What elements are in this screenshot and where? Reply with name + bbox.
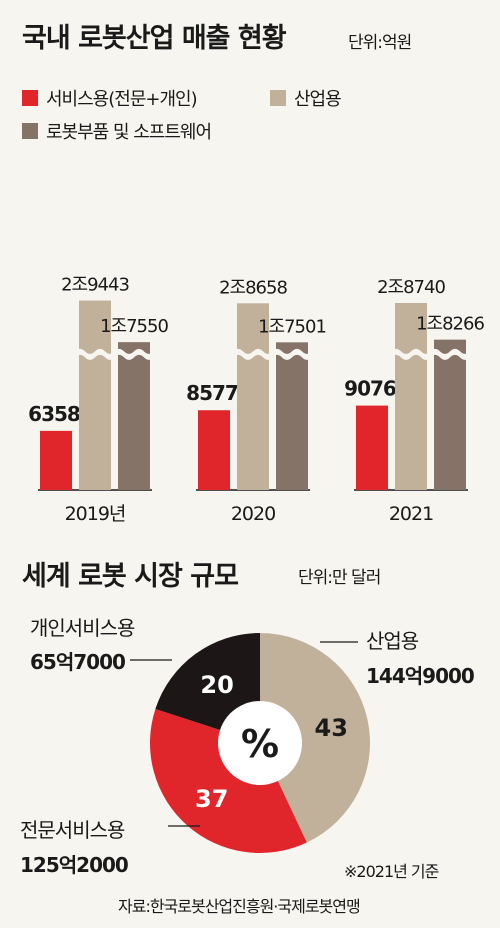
label-personal-name: 개인서비스용 xyxy=(30,616,135,640)
legend-swatch-parts xyxy=(22,123,38,139)
pie-value-label-2: 20 xyxy=(200,671,233,699)
bar-0-0 xyxy=(40,430,72,490)
label-personal-value: 65억7000 xyxy=(30,650,126,674)
label-professional-name: 전문서비스용 xyxy=(20,818,125,842)
axis-break-2-0 xyxy=(114,348,154,360)
axis-break-1-2 xyxy=(391,348,431,360)
bar-label-1-0: 2조9443 xyxy=(61,275,129,296)
legend-parts: 로봇부품 및 소프트웨어 xyxy=(22,118,212,144)
legend-service: 서비스용(전문+개인) xyxy=(22,85,198,111)
axis-break-2-1 xyxy=(272,348,312,360)
bar-label-2-0: 1조7550 xyxy=(100,316,168,337)
domestic-unit: 단위:억원 xyxy=(348,33,412,53)
axis-break-2-2 xyxy=(430,348,470,360)
pie-value-label-1: 37 xyxy=(195,785,228,813)
world-title: 세계 로봇 시장 규모 xyxy=(22,561,239,592)
bar-0-1 xyxy=(198,410,230,490)
bar-2-0 xyxy=(118,342,150,490)
bar-1-0 xyxy=(79,300,111,490)
bar-label-0-0: 6358 xyxy=(28,402,80,426)
legend-label-industrial: 산업용 xyxy=(294,89,342,110)
pie-slice-1 xyxy=(150,709,307,853)
legend-swatch-industrial xyxy=(270,90,286,106)
category-label-0: 2019년 xyxy=(65,503,126,525)
label-professional-value: 125억2000 xyxy=(20,853,129,877)
domestic-title: 국내 로봇산업 매출 현황 xyxy=(22,23,287,54)
bar-2-1 xyxy=(276,342,308,490)
legend-label-parts: 로봇부품 및 소프트웨어 xyxy=(46,122,212,143)
world-unit: 단위:만 달러 xyxy=(298,568,381,588)
pie-value-label-0: 43 xyxy=(315,714,348,742)
bar-label-2-1: 1조7501 xyxy=(258,316,326,337)
legend-label-service: 서비스용(전문+개인) xyxy=(46,89,198,110)
pie-slice-0 xyxy=(260,633,370,843)
pie-center xyxy=(218,701,302,785)
legend-industrial: 산업용 xyxy=(270,85,342,111)
category-label-2: 2021 xyxy=(389,503,433,525)
world-pie-chart: 43 37 20% xyxy=(130,633,370,853)
category-label-1: 2020 xyxy=(231,503,275,525)
bar-2-2 xyxy=(434,339,466,490)
bar-1-1 xyxy=(237,303,269,490)
pie-center-label: % xyxy=(241,722,279,766)
basis-note: ※2021년 기준 xyxy=(344,862,439,881)
bar-label-2-2: 1조8266 xyxy=(416,314,484,335)
label-industrial-name: 산업용 xyxy=(366,629,419,653)
legend-swatch-service xyxy=(22,90,38,106)
source-note: 자료:한국로봇산업진흥원·국제로봇연맹 xyxy=(118,897,361,916)
bar-label-1-1: 2조8658 xyxy=(219,277,287,298)
bar-label-0-1: 8577 xyxy=(186,381,238,405)
bar-0-2 xyxy=(356,405,388,490)
bar-label-0-2: 9076 xyxy=(344,377,396,401)
domestic-bar-chart: 6358 2조9443 1조7550 2019년 8577 2조8658 1조7501 202… xyxy=(28,275,485,525)
label-industrial-value: 144억9000 xyxy=(366,664,475,688)
axis-break-1-1 xyxy=(233,348,273,360)
bar-label-1-2: 2조8740 xyxy=(377,277,445,298)
axis-break-1-0 xyxy=(75,348,115,360)
bar-1-2 xyxy=(395,302,427,490)
